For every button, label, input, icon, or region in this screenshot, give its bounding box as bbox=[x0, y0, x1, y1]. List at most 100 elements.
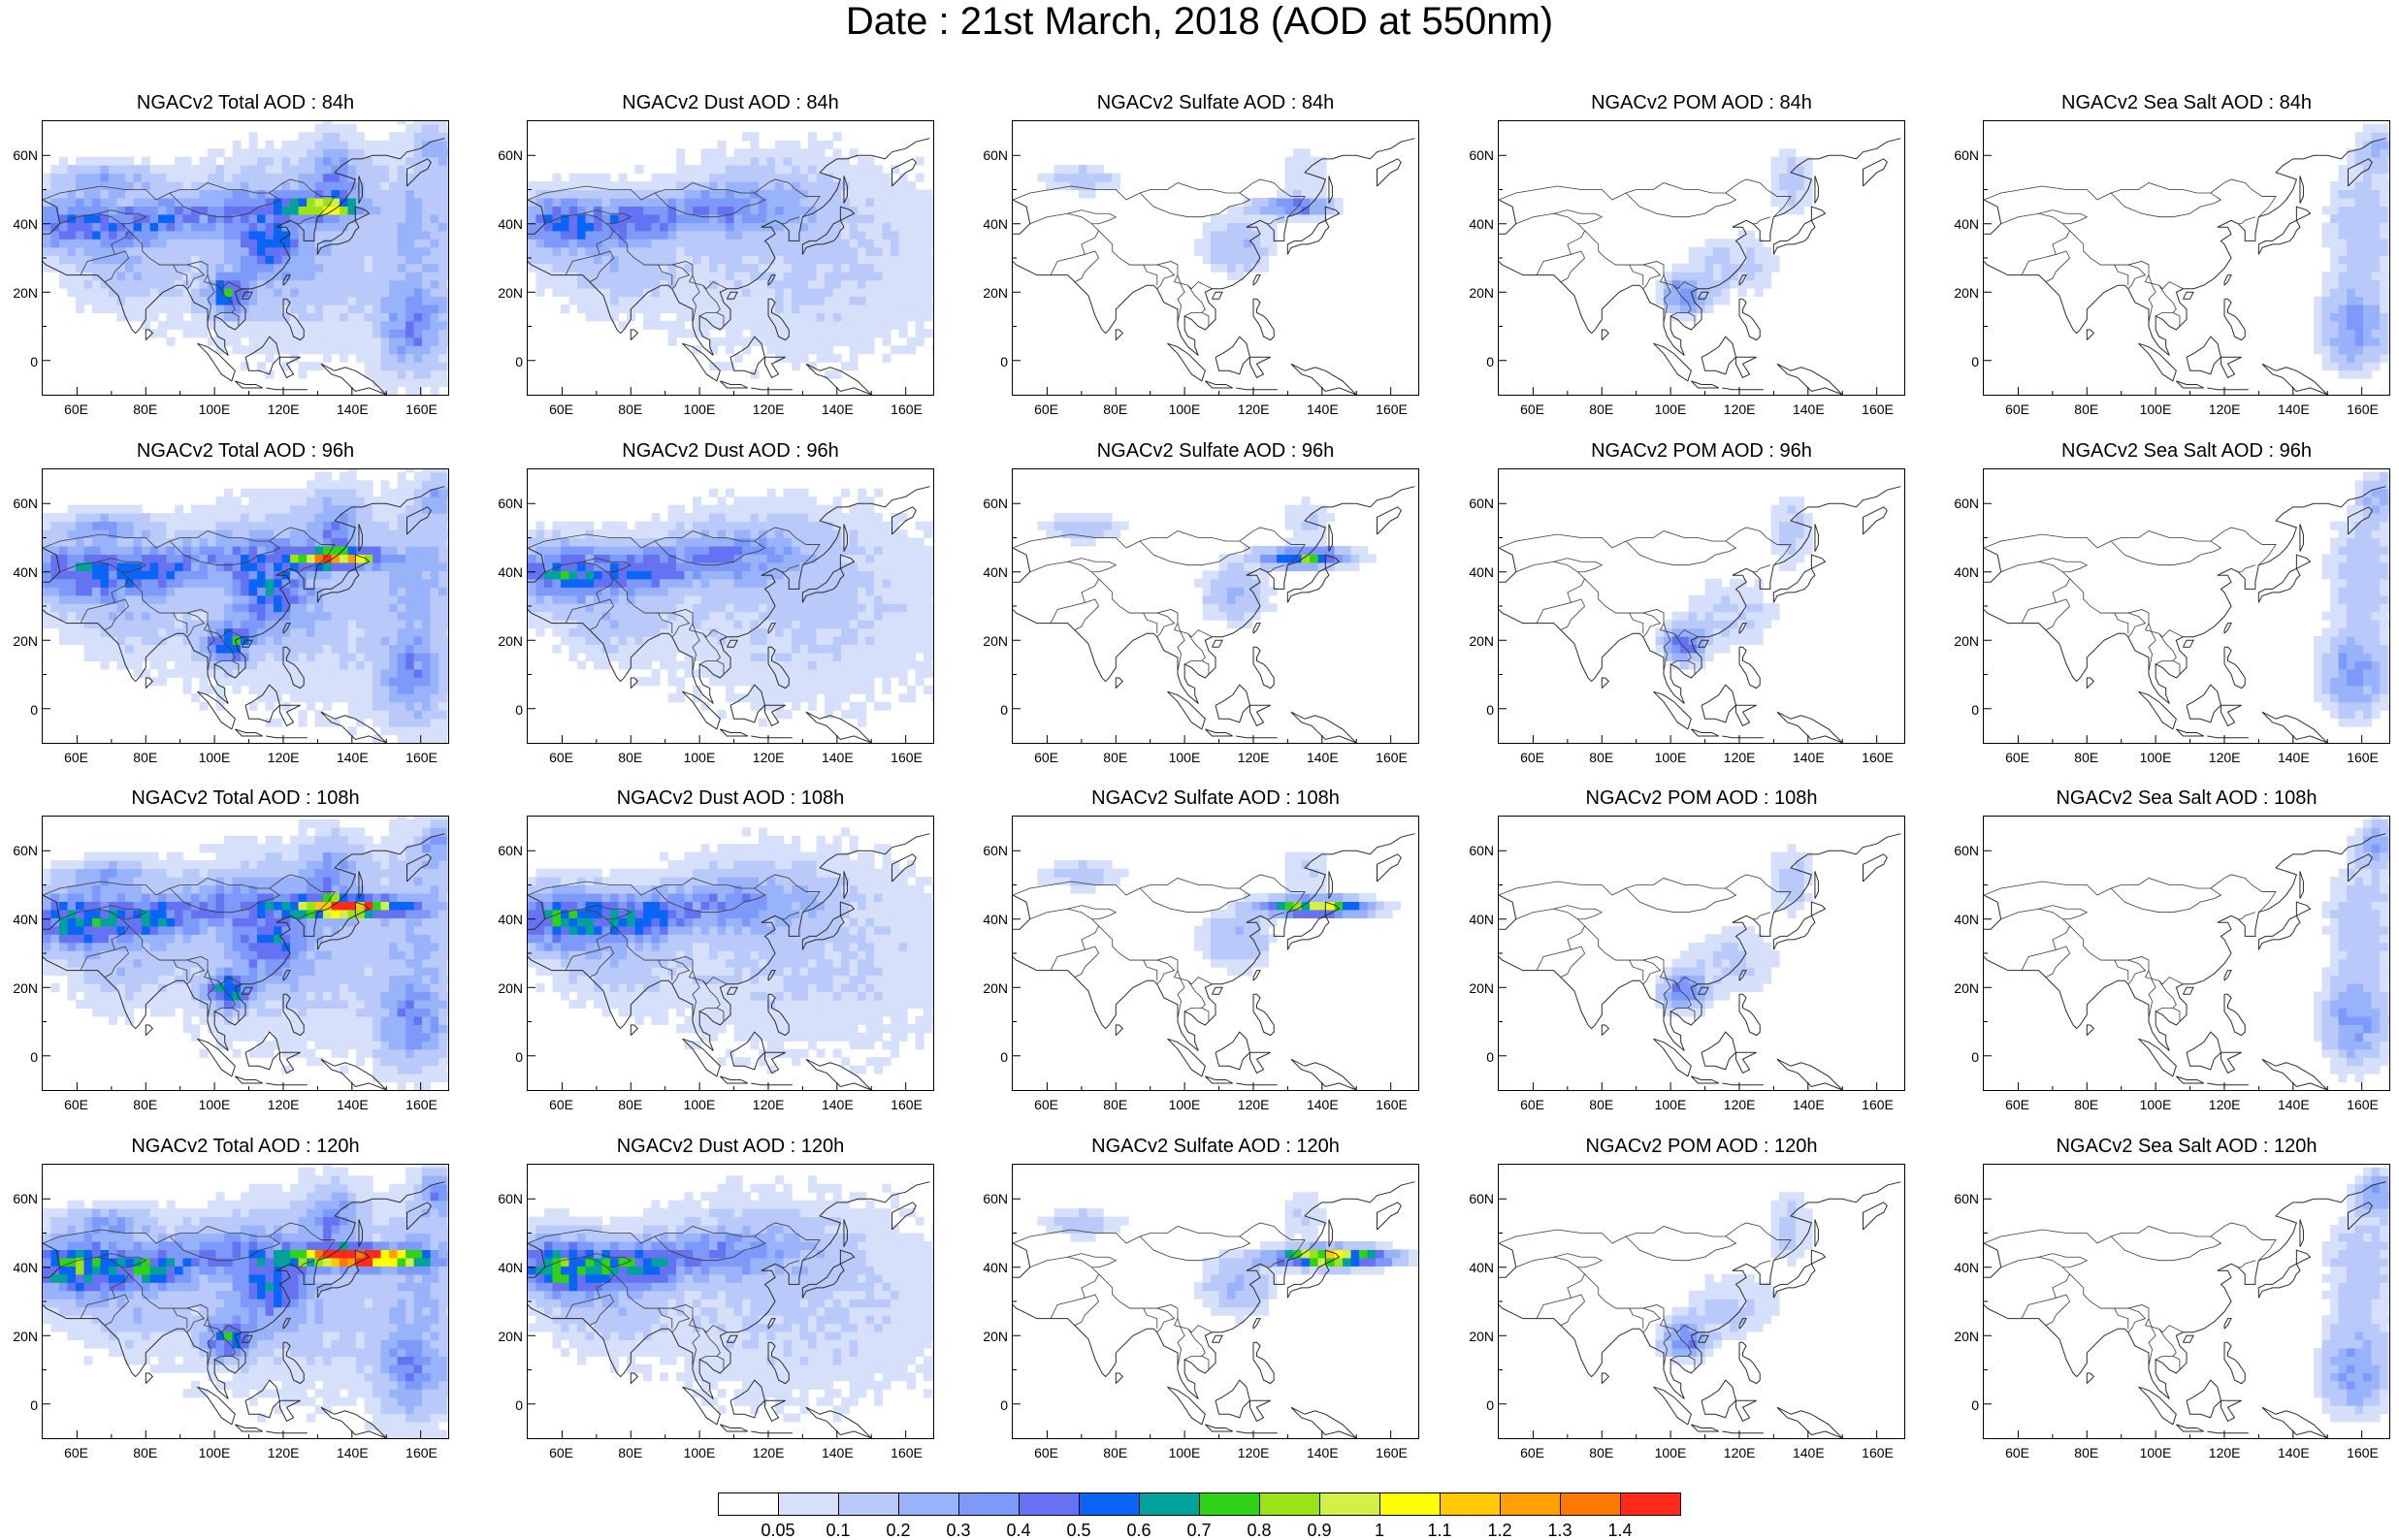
aod-cell bbox=[2380, 246, 2389, 256]
aod-cell bbox=[331, 304, 340, 313]
aod-cell bbox=[1317, 197, 1327, 207]
aod-cell bbox=[389, 156, 399, 166]
aod-cell bbox=[1284, 197, 1294, 207]
aod-cell bbox=[750, 329, 760, 338]
aod-cell bbox=[373, 561, 382, 571]
aod-cell bbox=[413, 369, 423, 379]
aod-cell bbox=[874, 296, 884, 305]
aod-cell bbox=[601, 246, 611, 256]
aod-cell bbox=[808, 320, 818, 330]
aod-cell bbox=[907, 337, 917, 346]
aod-cell bbox=[1268, 230, 1278, 240]
aod-cell bbox=[585, 189, 595, 199]
aod-cell bbox=[380, 197, 390, 207]
aod-cell bbox=[709, 239, 719, 248]
aod-cell bbox=[1227, 239, 1237, 248]
aod-cell bbox=[1737, 263, 1747, 273]
aod-cell bbox=[759, 611, 768, 621]
aod-cell bbox=[618, 320, 628, 330]
aod-cell bbox=[601, 627, 611, 637]
aod-cell bbox=[618, 181, 628, 191]
coastline bbox=[354, 554, 371, 569]
aod-cell bbox=[2338, 173, 2348, 182]
aod-cell bbox=[215, 620, 225, 629]
aod-cell bbox=[248, 312, 258, 322]
aod-cell bbox=[340, 513, 349, 523]
aod-cell bbox=[405, 644, 415, 654]
aod-cell bbox=[397, 668, 406, 678]
aod-cell bbox=[643, 594, 653, 604]
aod-cell bbox=[924, 222, 933, 232]
aod-cell bbox=[331, 287, 340, 298]
aod-cell bbox=[577, 213, 587, 223]
aod-cell bbox=[422, 255, 432, 265]
aod-cell bbox=[331, 148, 340, 158]
aod-cell bbox=[323, 497, 333, 506]
aod-cell bbox=[356, 561, 366, 571]
aod-cell bbox=[108, 181, 118, 191]
aod-cell bbox=[175, 189, 184, 199]
aod-cell bbox=[76, 230, 85, 240]
aod-cell bbox=[684, 587, 694, 596]
aod-cell bbox=[175, 246, 184, 256]
aod-cell bbox=[307, 165, 316, 175]
aod-cell bbox=[438, 132, 448, 142]
aod-cell bbox=[544, 594, 554, 604]
aod-cell bbox=[199, 611, 209, 621]
country-border bbox=[2038, 209, 2089, 225]
x-tick-label: 100E bbox=[1168, 401, 1201, 417]
aod-cell bbox=[585, 554, 595, 563]
aod-cell bbox=[340, 148, 349, 158]
aod-cell bbox=[841, 272, 851, 281]
aod-cell bbox=[298, 337, 308, 346]
aod-cell bbox=[356, 587, 366, 596]
aod-cell bbox=[1094, 181, 1105, 191]
aod-cell bbox=[166, 611, 176, 621]
aod-cell bbox=[733, 521, 743, 530]
aod-cell bbox=[915, 239, 924, 248]
aod-cell bbox=[726, 513, 735, 523]
aod-cell bbox=[175, 529, 184, 539]
aod-cell bbox=[116, 611, 126, 621]
aod-cell bbox=[323, 197, 333, 207]
aod-cell bbox=[323, 263, 333, 273]
aod-cell bbox=[199, 578, 209, 588]
aod-cell bbox=[298, 279, 308, 289]
aod-cell bbox=[241, 554, 250, 563]
aod-cell bbox=[397, 537, 406, 547]
aod-cell bbox=[133, 660, 143, 670]
aod-cell bbox=[733, 197, 743, 207]
aod-cell bbox=[430, 710, 439, 720]
aod-cell bbox=[364, 140, 373, 149]
aod-cell bbox=[2314, 304, 2323, 313]
aod-cell bbox=[759, 272, 768, 281]
aod-cell bbox=[356, 635, 366, 646]
aod-cell bbox=[609, 239, 620, 248]
aod-cell bbox=[224, 587, 234, 596]
aod-cell bbox=[191, 603, 201, 613]
aod-cell bbox=[924, 213, 933, 223]
aod-cell bbox=[389, 513, 399, 523]
aod-cell bbox=[149, 272, 159, 281]
aod-cell bbox=[700, 660, 710, 670]
aod-cell bbox=[577, 304, 587, 313]
aod-cell bbox=[1680, 272, 1690, 281]
aod-cell bbox=[133, 561, 143, 571]
aod-cell bbox=[76, 272, 85, 281]
aod-cell bbox=[248, 337, 258, 346]
aod-cell bbox=[241, 578, 250, 588]
aod-cell bbox=[750, 279, 760, 289]
aod-cell bbox=[568, 206, 578, 215]
aod-cell bbox=[816, 329, 826, 338]
aod-cell bbox=[438, 123, 448, 133]
aod-cell bbox=[142, 279, 151, 289]
aod-cell bbox=[380, 570, 390, 580]
aod-cell bbox=[307, 279, 316, 289]
aod-cell bbox=[314, 362, 324, 371]
aod-cell bbox=[182, 165, 192, 175]
aod-cell bbox=[660, 263, 669, 273]
aod-cell bbox=[323, 504, 333, 514]
aod-cell bbox=[281, 497, 291, 506]
aod-cell bbox=[766, 685, 776, 694]
aod-cell bbox=[528, 246, 537, 256]
